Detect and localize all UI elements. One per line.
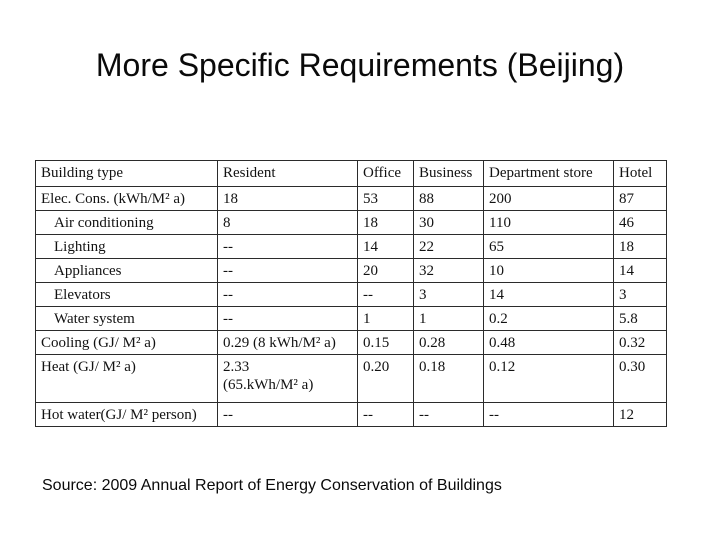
table-cell: 32 — [413, 258, 484, 283]
table-cell: 30 — [413, 210, 484, 235]
table-cell: 0.20 — [357, 354, 414, 403]
table-cell: 5.8 — [613, 306, 667, 331]
table-header-cell: Resident — [217, 160, 358, 187]
table-cell: 10 — [483, 258, 614, 283]
table-cell: 200 — [483, 186, 614, 211]
source-note: Source: 2009 Annual Report of Energy Con… — [42, 477, 502, 494]
table-cell: 0.29 (8 kWh/M² a) — [217, 330, 358, 355]
table-cell: -- — [217, 402, 358, 427]
table-cell: 0.28 — [413, 330, 484, 355]
table-cell: 8 — [217, 210, 358, 235]
table-row: Water system -- 1 1 0.2 5.8 — [35, 306, 667, 331]
table-cell: 12 — [613, 402, 667, 427]
table-cell: 0.30 — [613, 354, 667, 403]
table-cell: 14 — [483, 282, 614, 307]
row-label-cell: Hot water(GJ/ M² person) — [35, 402, 218, 427]
table-cell: 88 — [413, 186, 484, 211]
table-cell: -- — [483, 402, 614, 427]
table-header-cell: Office — [357, 160, 414, 187]
row-label-cell: Appliances — [35, 258, 218, 283]
table-cell: 87 — [613, 186, 667, 211]
table-cell: 110 — [483, 210, 614, 235]
table-cell: 0.32 — [613, 330, 667, 355]
table-cell: 22 — [413, 234, 484, 259]
row-label-cell: Heat (GJ/ M² a) — [35, 354, 218, 403]
row-label-cell: Lighting — [35, 234, 218, 259]
table-cell: -- — [357, 402, 414, 427]
table-cell: 53 — [357, 186, 414, 211]
requirements-table: Building type Resident Office Business Depar… — [35, 160, 667, 427]
table-cell: -- — [217, 234, 358, 259]
table-cell: 3 — [413, 282, 484, 307]
row-label-cell: Elec. Cons. (kWh/M² a) — [35, 186, 218, 211]
row-label-cell: Air conditioning — [35, 210, 218, 235]
table-row: Elevators -- -- 3 14 3 — [35, 282, 667, 307]
table-header-cell: Building type — [35, 160, 218, 187]
table-cell: 3 — [613, 282, 667, 307]
table-cell: 14 — [613, 258, 667, 283]
table-row: Elec. Cons. (kWh/M² a) 18 53 88 200 87 — [35, 186, 667, 211]
table-cell: 18 — [613, 234, 667, 259]
table-row: Hot water(GJ/ M² person) -- -- -- -- 12 — [35, 402, 667, 427]
table-header-cell: Department store — [483, 160, 614, 187]
table-cell: 0.48 — [483, 330, 614, 355]
table-cell: 18 — [217, 186, 358, 211]
table-cell: -- — [217, 306, 358, 331]
table-cell: 0.18 — [413, 354, 484, 403]
table-cell: -- — [217, 258, 358, 283]
table-cell: 2.33 (65.kWh/M² a) — [217, 354, 358, 403]
table-cell: 0.15 — [357, 330, 414, 355]
table-row: Lighting -- 14 22 65 18 — [35, 234, 667, 259]
table-cell: -- — [413, 402, 484, 427]
table-head: Building type Resident Office Business Depar… — [35, 160, 667, 187]
table-cell: -- — [357, 282, 414, 307]
table-cell: 14 — [357, 234, 414, 259]
table-cell: 20 — [357, 258, 414, 283]
row-label-cell: Elevators — [35, 282, 218, 307]
table-header-cell: Business — [413, 160, 484, 187]
table-cell: -- — [217, 282, 358, 307]
table-cell: 0.12 — [483, 354, 614, 403]
table-cell: 1 — [413, 306, 484, 331]
table-header-row: Building type Resident Office Business Depar… — [35, 160, 667, 187]
table-row: Air conditioning 8 18 30 110 46 — [35, 210, 667, 235]
row-label-cell: Cooling (GJ/ M² a) — [35, 330, 218, 355]
table-cell: 65 — [483, 234, 614, 259]
slide-title: More Specific Requirements (Beijing) — [95, 47, 625, 83]
table-cell: 46 — [613, 210, 667, 235]
table-cell: 0.2 — [483, 306, 614, 331]
table-row: Cooling (GJ/ M² a) 0.29 (8 kWh/M² a) 0.15 0… — [35, 330, 667, 355]
table-header-cell: Hotel — [613, 160, 667, 187]
table-row: Heat (GJ/ M² a) 2.33 (65.kWh/M² a) 0.20 0.1… — [35, 354, 667, 403]
row-label-cell: Water system — [35, 306, 218, 331]
table-body: Elec. Cons. (kWh/M² a) 18 53 88 200 87 Air con… — [35, 186, 667, 427]
table-cell: 1 — [357, 306, 414, 331]
table-cell: 18 — [357, 210, 414, 235]
table-row: Appliances -- 20 32 10 14 — [35, 258, 667, 283]
